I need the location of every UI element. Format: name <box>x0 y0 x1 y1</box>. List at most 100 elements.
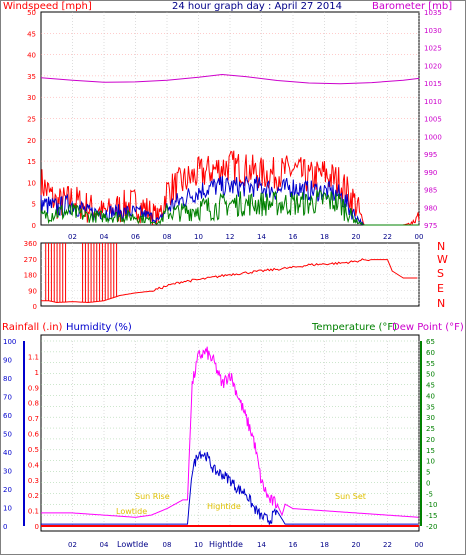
dir-letter-s: S <box>437 267 444 280</box>
y-tick-temp: 60 <box>426 349 435 357</box>
windspeed-label: Windspeed [mph] <box>3 1 92 12</box>
y-tick-rain: 1.1 <box>28 353 39 361</box>
rainfall-label: Rainfall (.in) <box>2 322 63 333</box>
x-tick-top: 02 <box>68 233 77 241</box>
series-direction <box>41 258 418 304</box>
y-tick-dir: 180 <box>24 272 37 280</box>
y-tick-rain: 0.9 <box>28 384 39 392</box>
y-tick-baro: 1005 <box>424 116 442 124</box>
y-tick-temp: 55 <box>426 360 435 368</box>
y-tick-humidity: 100 <box>3 338 16 346</box>
sunset-label: Sun Set <box>335 492 366 501</box>
y-tick-temp: 15 <box>426 447 435 455</box>
y-tick-baro: 1010 <box>424 98 442 106</box>
y-tick-temp: 40 <box>426 392 435 400</box>
y-tick-humidity: 60 <box>3 412 12 420</box>
y-tick-rain: 0.1 <box>28 508 39 516</box>
x-tick-bottom: 02 <box>68 541 77 549</box>
y-tick-baro: 1025 <box>424 45 442 53</box>
y-tick-wind: 25 <box>27 116 36 124</box>
series-humidity <box>41 450 419 525</box>
series-dew-point <box>41 346 419 518</box>
dir-letter-n-bottom: N <box>437 297 445 310</box>
y-tick-humidity: 0 <box>3 523 7 531</box>
y-tick-temp: 5 <box>426 469 430 477</box>
y-tick-rain: 0.3 <box>28 477 39 485</box>
y-tick-temp: 0 <box>426 479 430 487</box>
y-tick-humidity: 90 <box>3 357 12 365</box>
x-tick-bottom: 14 <box>257 541 266 549</box>
y-tick-wind: 50 <box>27 9 36 17</box>
series-wind <box>40 150 420 226</box>
y-tick-baro: 995 <box>424 151 437 159</box>
y-tick-rain: 0 <box>35 523 39 531</box>
dir-letter-w: W <box>437 253 448 266</box>
x-tick-bottom: 18 <box>320 541 329 549</box>
y-tick-temp: 25 <box>426 425 435 433</box>
y-tick-humidity: 80 <box>3 375 12 383</box>
y-tick-temp: 65 <box>426 338 435 346</box>
y-tick-rain: 1 <box>35 369 39 377</box>
y-tick-baro: 1030 <box>424 27 442 35</box>
y-tick-wind: 10 <box>27 179 36 187</box>
y-tick-temp: -5 <box>426 490 433 498</box>
x-tick-bottom: 20 <box>352 541 361 549</box>
y-tick-dir: 270 <box>24 256 37 264</box>
x-tick-top: 08 <box>163 233 172 241</box>
y-tick-baro: 990 <box>424 169 437 177</box>
y-tick-baro: 975 <box>424 222 437 230</box>
humidity-label: Humidity (%) <box>66 322 132 333</box>
y-tick-temp: 10 <box>426 458 435 466</box>
chart-marks: 0510152025303540455097598098599099510001… <box>3 9 442 549</box>
y-tick-wind: 45 <box>27 30 36 38</box>
x-tick-top: 12 <box>226 233 235 241</box>
y-tick-baro: 980 <box>424 204 437 212</box>
y-tick-temp: -10 <box>426 501 437 509</box>
y-tick-rain: 0.6 <box>28 431 40 439</box>
sunrise-label: Sun Rise <box>135 492 170 501</box>
y-tick-dir: 0 <box>33 303 37 311</box>
y-tick-humidity: 10 <box>3 505 12 513</box>
y-tick-rain: 0.2 <box>28 492 39 500</box>
lowtide-label: Lowtide <box>116 507 147 516</box>
y-tick-humidity: 40 <box>3 449 12 457</box>
x-tick-top: 04 <box>100 233 109 241</box>
y-tick-temp: 30 <box>426 414 435 422</box>
y-tick-humidity: 70 <box>3 394 12 402</box>
chart-title: 24 hour graph day : April 27 2014 <box>172 1 342 12</box>
dir-letter-n-top: N <box>437 240 445 253</box>
lowtide-axis-label: LowtIde <box>117 540 148 549</box>
hightide-axis-label: HightIde <box>209 540 243 549</box>
y-tick-dir: 360 <box>24 240 37 248</box>
y-tick-wind: 0 <box>32 222 36 230</box>
x-tick-top: 06 <box>131 233 140 241</box>
y-tick-temp: 45 <box>426 382 435 390</box>
x-tick-top: 14 <box>257 233 266 241</box>
y-tick-baro: 1035 <box>424 9 442 17</box>
y-tick-wind: 35 <box>27 73 36 81</box>
x-tick-bottom: 10 <box>194 541 203 549</box>
barometer-label: Barometer [mb] <box>372 1 452 12</box>
series-avg <box>40 189 419 226</box>
y-tick-temp: -20 <box>426 523 437 531</box>
y-tick-dir: 90 <box>28 287 37 295</box>
dir-letter-e: E <box>437 282 444 295</box>
y-tick-temp: 50 <box>426 371 435 379</box>
y-tick-temp: -15 <box>426 512 437 520</box>
y-tick-temp: 35 <box>426 403 435 411</box>
y-tick-wind: 5 <box>32 201 36 209</box>
y-tick-humidity: 20 <box>3 486 12 494</box>
series-barometer <box>40 73 420 85</box>
y-tick-baro: 1000 <box>424 133 442 141</box>
y-tick-wind: 15 <box>27 158 36 166</box>
x-tick-top: 10 <box>194 233 203 241</box>
y-tick-rain: 0.5 <box>28 446 39 454</box>
panel-rain-frame <box>40 334 420 532</box>
x-tick-bottom: 04 <box>100 541 109 549</box>
dewpoint-label: Dew Point (°F) <box>392 322 464 333</box>
x-tick-bottom: 00 <box>415 541 424 549</box>
x-tick-top: 18 <box>320 233 329 241</box>
y-tick-baro: 1020 <box>424 62 442 70</box>
y-tick-wind: 30 <box>27 94 36 102</box>
